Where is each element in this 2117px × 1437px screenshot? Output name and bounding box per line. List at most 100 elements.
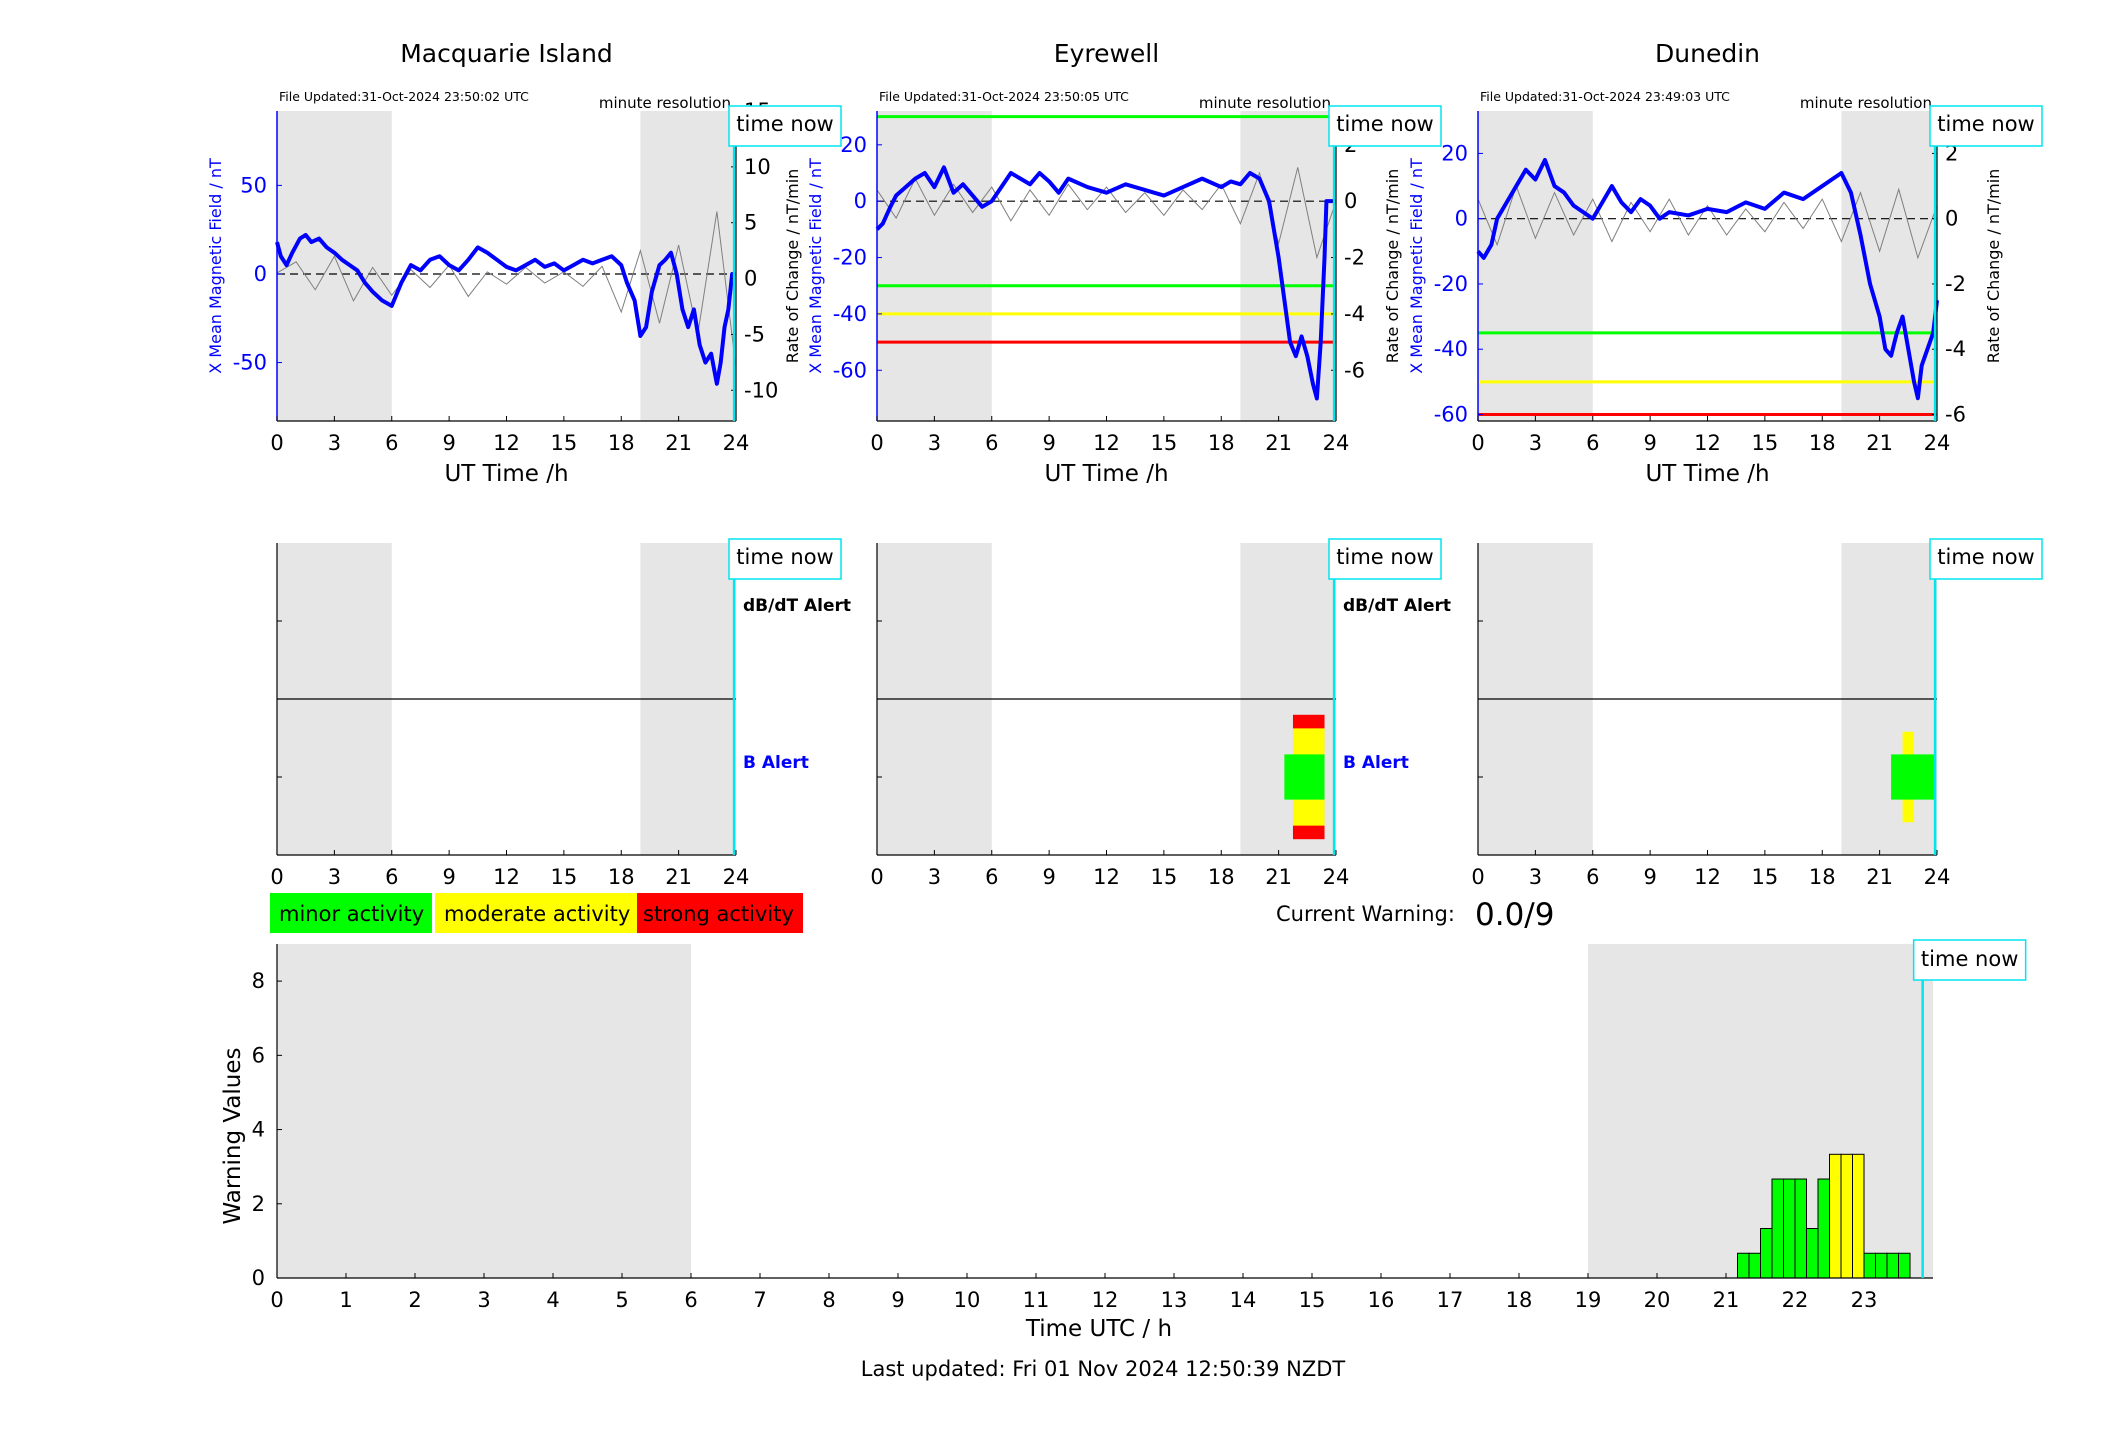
activity-legend: minor activity moderate activity strong … bbox=[270, 893, 803, 933]
y-tick-label: 4 bbox=[252, 1118, 265, 1142]
x-tick-label: 3 bbox=[328, 431, 341, 455]
x-tick-label: 24 bbox=[1924, 431, 1951, 455]
y2-tick-label: -6 bbox=[1344, 358, 1365, 382]
x-tick-label: 0 bbox=[870, 865, 883, 889]
x-tick-label: 10 bbox=[954, 1288, 981, 1312]
warning-bar bbox=[1898, 1252, 1911, 1279]
warning-bar bbox=[1863, 1252, 1877, 1279]
x-tick-label: 12 bbox=[1694, 431, 1721, 455]
dbdt-alert-label: dB/dT Alert bbox=[1343, 596, 1451, 616]
x-tick-label: 9 bbox=[1643, 431, 1656, 455]
x-tick-label: 23 bbox=[1851, 1288, 1878, 1312]
minute-resolution-text: minute resolution bbox=[1199, 94, 1331, 112]
x-tick-label: 18 bbox=[608, 865, 635, 889]
x-axis-label: UT Time /h bbox=[444, 461, 568, 487]
time-now-box bbox=[1912, 939, 2027, 981]
alert-bar-minor bbox=[1891, 754, 1936, 800]
y2-tick-label: -10 bbox=[744, 378, 778, 402]
y-tick-label: 0 bbox=[1455, 207, 1468, 231]
file-updated-text: File Updated:31-Oct-2024 23:50:05 UTC bbox=[879, 89, 1129, 104]
y-tick-label: -20 bbox=[833, 246, 867, 270]
warning-bar bbox=[1817, 1178, 1830, 1279]
time-now-label: time now bbox=[1328, 538, 1442, 580]
x-tick-label: 21 bbox=[1866, 431, 1893, 455]
eyrewell-field-chart: Eyrewell File Updated:31-Oct-2024 23:50:0… bbox=[806, 39, 1442, 487]
mean-field-series bbox=[275, 233, 736, 386]
x-tick-label: 12 bbox=[493, 865, 520, 889]
x-tick-label: 15 bbox=[1151, 865, 1178, 889]
y-tick-label: 8 bbox=[252, 969, 265, 993]
y2-axis-label: Rate of Change / nT/min bbox=[1984, 169, 2003, 364]
last-updated: Last updated: Fri 01 Nov 2024 12:50:39 N… bbox=[861, 1357, 1346, 1381]
x-tick-label: 17 bbox=[1437, 1288, 1464, 1312]
x-tick-label: 18 bbox=[1506, 1288, 1533, 1312]
x-tick-label: 3 bbox=[1529, 431, 1542, 455]
dunedin-field-chart: Dunedin File Updated:31-Oct-2024 23:49:03… bbox=[1407, 39, 2043, 487]
b-alert-label: B Alert bbox=[743, 753, 809, 773]
y2-axis-label: Rate of Change / nT/min bbox=[783, 169, 802, 364]
y2-tick-label: 0 bbox=[1344, 189, 1357, 213]
x-tick-label: 12 bbox=[1092, 1288, 1119, 1312]
rate-of-change-series bbox=[1477, 184, 1938, 260]
x-tick-label: 24 bbox=[1323, 431, 1350, 455]
x-tick-label: 6 bbox=[684, 1288, 697, 1312]
x-tick-label: 9 bbox=[1042, 865, 1055, 889]
macquarie-island-field-chart: Macquarie Island File Updated:31-Oct-2024… bbox=[206, 39, 842, 487]
x-tick-label: 13 bbox=[1161, 1288, 1188, 1312]
y2-axis-label: Rate of Change / nT/min bbox=[1383, 169, 1402, 364]
x-axis-label: UT Time /h bbox=[1645, 461, 1769, 487]
x-tick-label: 16 bbox=[1368, 1288, 1395, 1312]
current-warning-label: Current Warning: bbox=[1276, 902, 1455, 926]
time-now-label: time now bbox=[728, 105, 842, 147]
legend-moderate-label: moderate activity bbox=[444, 902, 630, 926]
shaded-period bbox=[277, 944, 691, 1278]
time-now-text: time now bbox=[736, 112, 833, 136]
warning-bar bbox=[1840, 1153, 1854, 1279]
x-tick-label: 15 bbox=[1752, 431, 1779, 455]
alert-bar-minor bbox=[1284, 754, 1325, 800]
x-tick-label: 14 bbox=[1230, 1288, 1257, 1312]
x-tick-label: 18 bbox=[608, 431, 635, 455]
time-now-label: time now bbox=[1929, 105, 2043, 147]
time-now-box bbox=[1328, 538, 1442, 580]
time-now-box bbox=[728, 538, 842, 580]
current-warning-value: 0.0/9 bbox=[1475, 897, 1554, 933]
shaded-period bbox=[277, 111, 392, 421]
y2-tick-label: -2 bbox=[1344, 246, 1365, 270]
b-alert-label: B Alert bbox=[1343, 753, 1409, 773]
dunedin-alert-chart: 0 3 6 9 12 15 18 21 24 time now bbox=[1471, 538, 2043, 889]
chart-title: Eyrewell bbox=[1054, 39, 1159, 68]
x-tick-label: 21 bbox=[665, 431, 692, 455]
warning-bar bbox=[1829, 1153, 1842, 1279]
legend-minor-swatch bbox=[270, 893, 432, 933]
shaded-period bbox=[1478, 111, 1593, 421]
x-tick-label: 9 bbox=[442, 431, 455, 455]
y2-tick-label: -4 bbox=[1945, 337, 1966, 361]
x-axis-label: UT Time /h bbox=[1044, 461, 1168, 487]
y-tick-label: 0 bbox=[854, 189, 867, 213]
y-tick-label: 2 bbox=[252, 1192, 265, 1216]
minute-resolution-text: minute resolution bbox=[599, 94, 731, 112]
x-tick-label: 7 bbox=[753, 1288, 766, 1312]
x-tick-label: 15 bbox=[551, 431, 578, 455]
y-tick-label: -40 bbox=[1434, 337, 1468, 361]
y-axis-label: X Mean Magnetic Field / nT bbox=[806, 158, 825, 374]
x-tick-label: 12 bbox=[493, 431, 520, 455]
time-now-box bbox=[728, 105, 842, 147]
y-tick-label: -40 bbox=[833, 302, 867, 326]
x-axis-label: Time UTC / h bbox=[1025, 1316, 1172, 1342]
x-tick-label: 24 bbox=[1924, 865, 1951, 889]
x-tick-label: 15 bbox=[1151, 431, 1178, 455]
x-tick-label: 24 bbox=[723, 865, 750, 889]
time-now-box bbox=[1328, 105, 1442, 147]
chart-title: Macquarie Island bbox=[400, 39, 613, 68]
dbdt-alert-label: dB/dT Alert bbox=[743, 596, 851, 616]
warning-bar bbox=[1760, 1228, 1773, 1279]
x-tick-label: 5 bbox=[615, 1288, 628, 1312]
time-now-label: time now bbox=[1929, 538, 2043, 580]
shaded-period bbox=[1588, 944, 1933, 1278]
x-tick-label: 18 bbox=[1208, 431, 1235, 455]
y-axis-label: X Mean Magnetic Field / nT bbox=[1407, 158, 1426, 374]
x-tick-label: 9 bbox=[1042, 431, 1055, 455]
eyrewell-alert-chart: 0 3 6 9 12 15 18 21 24 dB/dT Alert B Alert time now bbox=[870, 538, 1451, 889]
